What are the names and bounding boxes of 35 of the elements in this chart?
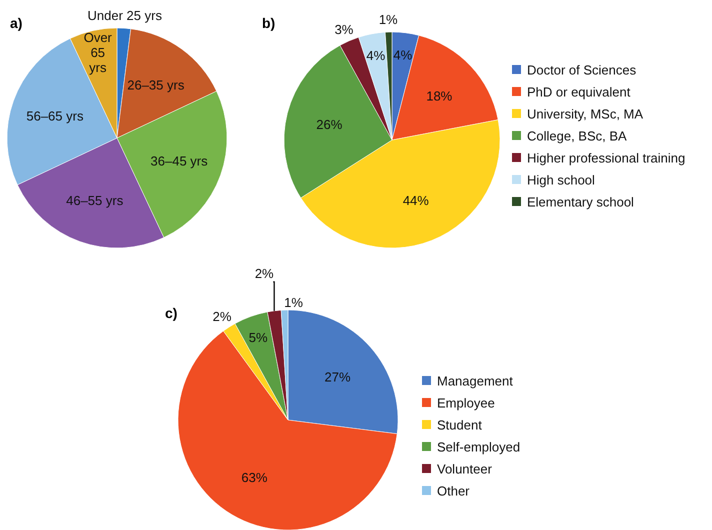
- slice-label: 36–45 yrs: [150, 152, 208, 168]
- legend-label: Higher professional training: [527, 150, 686, 166]
- legend-label: High school: [527, 172, 596, 188]
- chart-title: a): [10, 15, 22, 31]
- legend-label: College, BSc, BA: [527, 128, 628, 144]
- legend-label: Elementary school: [527, 194, 634, 210]
- legend-label: Employee: [437, 396, 495, 410]
- legend-label: Student: [437, 418, 482, 432]
- slice-label: Over 65 yrs: [84, 30, 113, 75]
- legend-label: PhD or equivalent: [527, 84, 631, 100]
- text: c): [165, 305, 178, 321]
- slice-label: 46–55 yrs: [66, 192, 124, 208]
- legend-label: University, MSc, MA: [527, 106, 644, 122]
- slice-label: 56–65 yrs: [26, 108, 84, 124]
- data-label: 4%: [366, 48, 386, 63]
- data-label: 1%: [378, 12, 398, 27]
- data-label: 2%: [212, 308, 232, 324]
- data-label: 4%: [393, 46, 413, 62]
- data-label: 27%: [324, 368, 351, 384]
- slice-label: Under 25 yrs: [88, 8, 162, 23]
- data-label: 1%: [284, 294, 304, 310]
- data-label: 26%: [316, 116, 343, 132]
- legend-label: Doctor of Sciences: [527, 62, 637, 78]
- data-label: 3%: [334, 21, 354, 36]
- legend-label: Volunteer: [437, 462, 493, 476]
- data-label: 18%: [426, 88, 453, 104]
- legend-label: Management: [437, 374, 514, 388]
- legend-label: Other: [437, 484, 470, 498]
- chart-title: b): [262, 15, 276, 31]
- legend-label: Self-employed: [437, 440, 520, 454]
- data-label: 63%: [241, 469, 268, 484]
- data-label: 44%: [402, 192, 430, 208]
- data-label: 2%: [254, 265, 274, 280]
- slice-label: 26–35 yrs: [127, 77, 185, 92]
- data-label: 5%: [248, 330, 268, 345]
